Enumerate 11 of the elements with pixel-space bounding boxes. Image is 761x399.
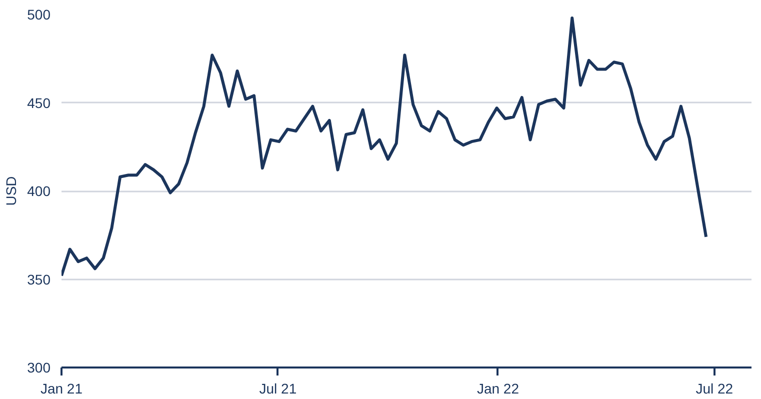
- y-axis-title: USD: [3, 176, 20, 206]
- x-tick-label: Jan 22: [476, 380, 520, 396]
- y-tick-label: 450: [27, 94, 51, 111]
- line-series: [62, 16, 708, 278]
- x-tick-label: Jul 22: [696, 380, 734, 396]
- y-tick-label: 500: [27, 6, 51, 22]
- x-tick-label: Jul 21: [259, 380, 297, 396]
- y-tick-label: 350: [27, 271, 51, 288]
- x-tick-label: Jan 21: [40, 380, 83, 396]
- y-tick-label: 400: [27, 183, 51, 199]
- y-tick-label: 300: [27, 360, 51, 376]
